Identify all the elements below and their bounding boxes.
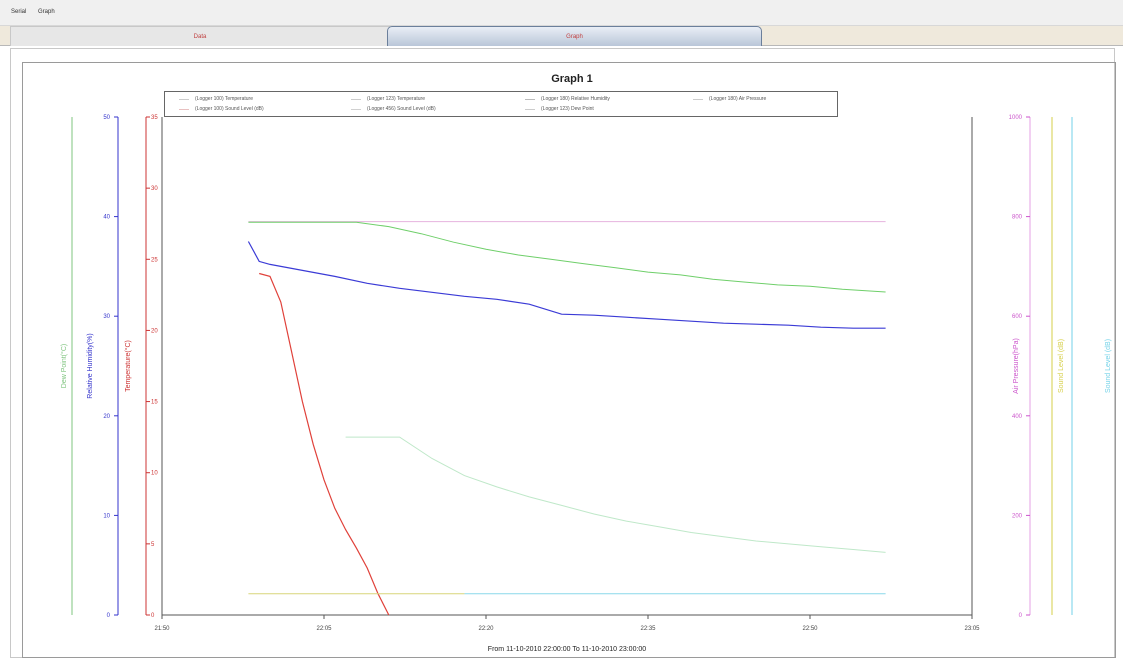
humidity-tick-label: 10 xyxy=(103,513,110,519)
legend: (Logger 100) Temperature (Logger 100) So… xyxy=(164,91,838,117)
legend-label: (Logger 456) Sound Level (dB) xyxy=(367,106,436,112)
legend-item: (Logger 100) Temperature xyxy=(179,96,253,102)
humidity-tick-label: 40 xyxy=(103,215,110,221)
legend-label: (Logger 123) Dew Point xyxy=(541,106,594,112)
legend-item: (Logger 456) Sound Level (dB) xyxy=(351,106,436,112)
sound-level-axis-label-2: Sound Level (dB) xyxy=(1105,339,1112,393)
tab-strip: Data Graph xyxy=(0,26,1123,46)
series-lines xyxy=(247,221,886,616)
humidity-tick-label: 20 xyxy=(103,414,110,420)
menu-bar: Serial Graph xyxy=(0,0,1123,26)
air-pressure-tick-label: 0 xyxy=(1019,613,1023,619)
legend-swatch xyxy=(351,98,361,100)
x-tick-label: 22:35 xyxy=(640,626,656,632)
legend-swatch xyxy=(179,108,189,110)
air-pressure-axis-label: Air Pressure(hPa) xyxy=(1013,338,1020,394)
temperature-tick-label: 35 xyxy=(151,115,158,121)
series-line xyxy=(248,221,886,293)
axis-ticks: 21:50 22:05 22:20 22:35 22:50 23:05 0 5 10 15 20 25… xyxy=(103,115,1030,632)
dew-point-axis-label: Dew Point(°C) xyxy=(60,344,68,388)
menu-item-graph[interactable]: Graph xyxy=(38,9,55,15)
tab-data-label: Data xyxy=(193,33,207,40)
legend-label: (Logger 123) Temperature xyxy=(367,96,425,102)
legend-item: (Logger 123) Temperature xyxy=(351,96,425,102)
temperature-tick-label: 10 xyxy=(151,471,158,477)
series-line xyxy=(247,241,886,329)
legend-item: (Logger 100) Sound Level (dB) xyxy=(179,106,264,112)
legend-item: (Logger 180) Air Pressure xyxy=(693,96,766,102)
temperature-tick-label: 5 xyxy=(151,542,155,548)
menu-item-serial[interactable]: Serial xyxy=(11,9,27,15)
tab-graph-label: Graph xyxy=(566,33,583,40)
sound-level-axis-label-1: Sound Level (dB) xyxy=(1058,339,1065,393)
air-pressure-tick-label: 600 xyxy=(1012,314,1023,320)
humidity-axis-label: Relative Humidity(%) xyxy=(87,333,94,398)
air-pressure-tick-label: 1000 xyxy=(1009,115,1023,121)
humidity-tick-label: 30 xyxy=(103,314,110,320)
legend-swatch xyxy=(693,98,703,100)
graph-title: Graph 1 xyxy=(551,73,593,85)
humidity-tick-label: 50 xyxy=(103,115,110,121)
legend-label: (Logger 180) Relative Humidity xyxy=(541,96,610,102)
x-tick-label: 21:50 xyxy=(154,626,170,632)
content-area xyxy=(10,48,1115,658)
legend-label: (Logger 100) Sound Level (dB) xyxy=(195,106,264,112)
x-tick-label: 22:05 xyxy=(316,626,332,632)
temperature-tick-label: 15 xyxy=(151,400,158,406)
temperature-tick-label: 20 xyxy=(151,328,158,334)
legend-label: (Logger 100) Temperature xyxy=(195,96,253,102)
x-tick-label: 23:05 xyxy=(964,626,980,632)
tab-graph[interactable]: Graph xyxy=(387,26,762,46)
legend-label: (Logger 180) Air Pressure xyxy=(709,96,767,102)
humidity-tick-label: 0 xyxy=(107,613,111,619)
series-line xyxy=(259,272,390,616)
legend-swatch xyxy=(351,108,361,110)
plot-panel xyxy=(22,62,1116,658)
x-axis-label: From 11-10-2010 22:00:00 To 11-10-2010 2… xyxy=(488,646,646,653)
air-pressure-tick-label: 200 xyxy=(1012,513,1023,519)
temperature-tick-label: 25 xyxy=(151,257,158,263)
x-tick-label: 22:20 xyxy=(478,626,494,632)
legend-item: (Logger 123) Dew Point xyxy=(525,106,594,112)
legend-swatch xyxy=(525,98,535,100)
temperature-tick-label: 0 xyxy=(151,613,155,619)
x-tick-label: 22:50 xyxy=(802,626,818,632)
legend-item: (Logger 180) Relative Humidity xyxy=(525,96,610,102)
air-pressure-tick-label: 800 xyxy=(1012,215,1023,221)
temperature-tick-label: 30 xyxy=(151,186,158,192)
legend-swatch xyxy=(525,108,535,110)
series-line xyxy=(345,436,886,553)
air-pressure-tick-label: 400 xyxy=(1012,414,1023,420)
temperature-axis-label: Temperature(°C) xyxy=(124,340,132,392)
legend-swatch xyxy=(179,98,189,100)
